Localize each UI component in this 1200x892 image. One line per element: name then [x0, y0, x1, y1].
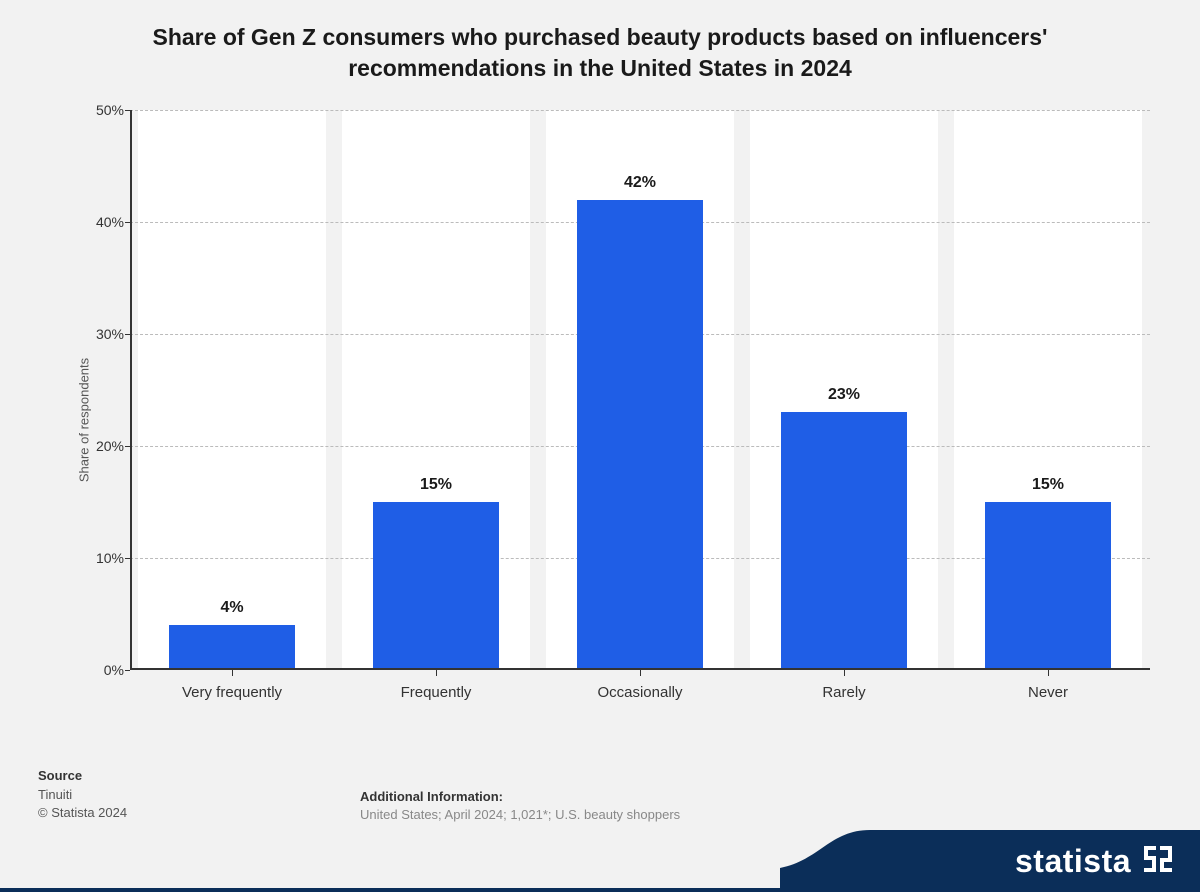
- source-name: Tinuiti: [38, 786, 127, 804]
- copyright: © Statista 2024: [38, 804, 127, 822]
- x-tick-mark: [1048, 670, 1049, 676]
- bar-background: [138, 110, 326, 670]
- source-heading: Source: [38, 768, 127, 783]
- bar-value-label: 15%: [998, 476, 1098, 494]
- x-tick-mark: [640, 670, 641, 676]
- bar-value-label: 15%: [386, 476, 486, 494]
- logo-text: statista: [1015, 843, 1131, 879]
- additional-heading: Additional Information:: [360, 789, 680, 804]
- y-tick-label: 10%: [80, 550, 124, 566]
- y-tick-label: 0%: [80, 662, 124, 678]
- y-tick-label: 30%: [80, 326, 124, 342]
- bar-value-label: 23%: [794, 386, 894, 404]
- plot-region: 0%10%20%30%40%50%4%Very frequently15%Fre…: [130, 110, 1150, 670]
- additional-info-block: Additional Information: United States; A…: [360, 789, 680, 822]
- gridline: [130, 110, 1150, 111]
- x-axis-line: [130, 668, 1150, 670]
- bar: [577, 200, 703, 670]
- chart-title: Share of Gen Z consumers who purchased b…: [0, 0, 1200, 84]
- bar: [781, 412, 907, 670]
- bar: [373, 502, 499, 670]
- chart-area: Share of respondents 0%10%20%30%40%50%4%…: [70, 100, 1170, 740]
- additional-text: United States; April 2024; 1,021*; U.S. …: [360, 807, 680, 822]
- y-tick-label: 40%: [80, 214, 124, 230]
- statista-logo: statista: [780, 830, 1200, 892]
- bar: [985, 502, 1111, 670]
- x-tick-mark: [844, 670, 845, 676]
- bar: [169, 625, 295, 670]
- y-tick-mark: [125, 670, 130, 671]
- x-tick-mark: [436, 670, 437, 676]
- y-tick-label: 50%: [80, 102, 124, 118]
- x-tick-mark: [232, 670, 233, 676]
- bar-value-label: 42%: [590, 174, 690, 192]
- y-axis-line: [130, 110, 132, 670]
- y-axis-label: Share of respondents: [77, 358, 92, 482]
- bar-value-label: 4%: [182, 599, 282, 617]
- y-tick-label: 20%: [80, 438, 124, 454]
- source-block: Source Tinuiti © Statista 2024: [38, 768, 127, 822]
